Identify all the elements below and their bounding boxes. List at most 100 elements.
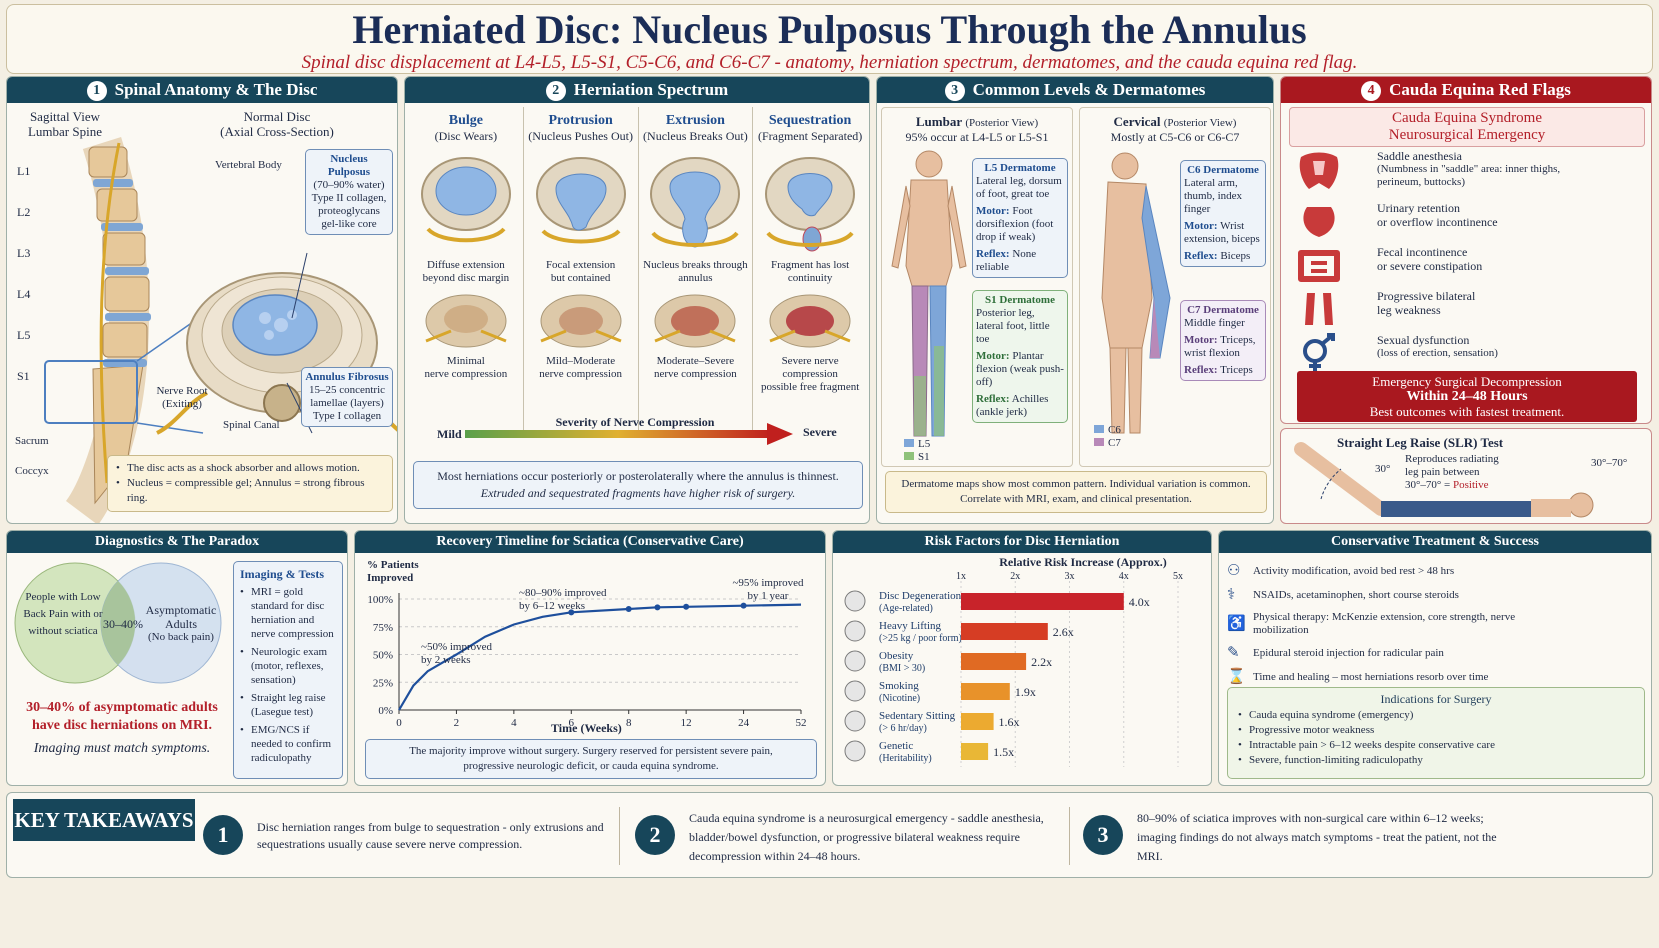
panel-title: 3 Common Levels & Dermatomes: [877, 77, 1273, 103]
risk-factor-icon: [844, 740, 866, 762]
risk-bar-label: 1.9x: [1015, 685, 1036, 699]
risk-bar-label: 2.2x: [1031, 655, 1052, 669]
y-tick-label: 25%: [373, 677, 393, 689]
gender-symbol-icon: [1303, 333, 1335, 371]
y-axis-label: % Patients Improved: [367, 559, 419, 584]
stage-protrusion: Protrusion (Nucleus Pushes Out) Focal ex…: [524, 107, 639, 435]
recovery-note: The majority improve without surgery. Su…: [365, 739, 817, 779]
imaging-tests-box: Imaging & Tests MRI = gold standard for …: [233, 561, 343, 779]
panel-title: 4 Cauda Equina Red Flags: [1281, 77, 1651, 103]
c6-dermatome-box: C6 Dermatome Lateral arm, thumb, index fi…: [1180, 160, 1266, 267]
risk-chart-title: Relative Risk Increase (Approx.): [999, 555, 1167, 569]
data-point: [625, 605, 632, 612]
pill-icon: ⚕: [1227, 586, 1236, 603]
extrusion-illustration: [650, 157, 741, 248]
x-tick-label: 52: [796, 717, 807, 729]
risk-bar: [961, 743, 989, 760]
takeaway-text: Cauda equina syndrome is a neurosurgical…: [689, 811, 1044, 863]
paradox-stat: 30–40% of asymptomatic adults have disc …: [26, 700, 218, 733]
data-point: [568, 609, 575, 616]
panel-title: 2 Herniation Spectrum: [405, 77, 869, 103]
x-tick-label: 3x: [1065, 571, 1075, 582]
annotation-6-12-weeks: ~80–90% improved by 6–12 weeks: [519, 587, 607, 612]
takeaway-number: 2: [635, 815, 675, 855]
x-tick-label: 2x: [1010, 571, 1020, 582]
x-tick-label: 4x: [1119, 571, 1129, 582]
x-tick-label: 0: [396, 717, 402, 729]
risk-bar-label: 1.5x: [993, 745, 1014, 759]
risk-factor-sub: (BMI > 30): [879, 663, 925, 674]
takeaway-number: 1: [203, 815, 243, 855]
s1-dermatome-box: S1 Dermatome Posterior leg, lateral foot,…: [972, 290, 1068, 423]
protrusion-compression-illustration: [540, 294, 622, 348]
risk-factor-sub: (Heritability): [879, 753, 932, 764]
treatment-list: ⚇ Activity modification, avoid bed rest >…: [1227, 559, 1647, 689]
venn-overlap-label: 30–40%: [103, 617, 143, 631]
risk-factor-sub: (>25 kg / poor form): [879, 633, 962, 644]
slr-title: Straight Leg Raise (SLR) Test: [1337, 435, 1504, 450]
risk-chart: 1x 2x 3x 4x 5x Disc Degeneration(Age-related)…: [844, 571, 1183, 767]
venn-right-label: Asymptomatic Adults (No back pain): [145, 603, 217, 643]
y-tick-label: 100%: [367, 594, 393, 606]
legs-icon: [1305, 293, 1333, 325]
chair-icon: ⌛: [1227, 668, 1246, 685]
risk-bar-label: 1.6x: [999, 715, 1020, 729]
severity-label: Severity of Nerve Compression: [555, 415, 715, 429]
takeaways-label: KEY TAKEAWAYS: [13, 799, 195, 841]
slr-description: Reproduces radiating leg pain between 30°–…: [1405, 453, 1499, 491]
y-tick-label: 0%: [378, 705, 393, 717]
risk-factor-name: Obesity: [879, 650, 914, 662]
panel-dermatomes: 3 Common Levels & Dermatomes Lumbar (Post…: [876, 76, 1274, 524]
risk-bar: [961, 623, 1048, 640]
takeaway-divider: [619, 807, 620, 865]
risk-factor-sub: (Age-related): [879, 603, 933, 614]
panel-cauda-equina: 4 Cauda Equina Red Flags Cauda Equina Syn…: [1280, 76, 1652, 424]
injection-icon: ✎: [1227, 644, 1240, 661]
flag-urinary-retention: Urinary retention or overflow incontinenc…: [1291, 201, 1647, 245]
emergency-decompression-banner: Emergency Surgical Decompression Within 2…: [1297, 371, 1637, 422]
disc-notes: The disc acts as a shock absorber and al…: [107, 455, 393, 512]
slr-angle-30: 30°: [1375, 463, 1391, 475]
y-tick-label: 50%: [373, 650, 393, 662]
l5-dermatome-box: L5 Dermatome Lateral leg, dorsum of foot,…: [972, 158, 1068, 278]
sacrum-label: Sacrum: [15, 435, 49, 447]
risk-factor-icon: [844, 590, 866, 612]
takeaway-text: 80–90% of sciatica improves with non-sur…: [1137, 811, 1497, 863]
flag-leg-weakness: Progressive bilateral leg weakness: [1291, 289, 1647, 333]
ces-heading: Cauda Equina Syndrome Neurosurgical Emerg…: [1289, 107, 1645, 147]
cervical-legend: C6 C7: [1094, 424, 1121, 450]
risk-bar-label: 2.6x: [1053, 625, 1074, 639]
bulge-compression-illustration: [425, 294, 507, 348]
y-tick-label: 75%: [373, 622, 393, 634]
bladder-icon: [1303, 207, 1335, 237]
slr-illustration: [1294, 442, 1594, 518]
panel-risk-factors: Risk Factors for Disc Herniation Relativ…: [832, 530, 1212, 786]
page-subtitle: Spinal disc displacement at L4-L5, L5-S1…: [301, 52, 1358, 73]
walking-icon: ⚇: [1227, 562, 1241, 579]
venn-left-label: People with Low Back Pain with or withou…: [23, 591, 103, 637]
vertebra-levels: L1 L2 L3 L4 L5 S1: [17, 164, 31, 383]
panel-diagnostics: Diagnostics & The Paradox People with Lo…: [6, 530, 348, 786]
risk-factor-icon: [844, 680, 866, 702]
data-point: [654, 604, 661, 611]
x-tick-label: 4: [511, 717, 517, 729]
stage-extrusion: Extrusion (Nucleus Breaks Out) Nucleus b…: [639, 107, 754, 435]
x-tick-label: 2: [454, 717, 460, 729]
sagittal-label: Sagittal View Lumbar Spine: [27, 109, 102, 139]
cervical-dermatome-card: Cervical (Posterior View) Mostly at C5-C…: [1079, 107, 1271, 467]
bulge-illustration: [420, 157, 511, 243]
nucleus-pulposus-box: Nucleus Pulposus (70–90% water) Type II co…: [305, 149, 393, 235]
annulus-fibrosus-box: Annulus Fibrosus 15–25 concentric lamellae…: [301, 367, 393, 427]
risk-factor-name: Sedentary Sitting: [879, 710, 956, 722]
panel-title: Risk Factors for Disc Herniation: [833, 531, 1211, 553]
annotation-2-weeks: ~50% improved by 2 weeks: [421, 641, 493, 666]
x-axis-label: Time (Weeks): [551, 721, 622, 735]
risk-factor-sub: (> 6 hr/day): [879, 723, 927, 734]
treatment-item: ♿ Physical therapy: McKenzie extension, c…: [1227, 611, 1516, 636]
panel-conservative: Conservative Treatment & Success ⚇ Activi…: [1218, 530, 1652, 786]
x-tick-label: 5x: [1173, 571, 1183, 582]
venn-diagram: [14, 562, 222, 684]
x-tick-label: 24: [738, 717, 750, 729]
coccyx-label: Coccyx: [15, 465, 49, 477]
annotation-1-year: ~95% improved by 1 year: [732, 577, 804, 602]
